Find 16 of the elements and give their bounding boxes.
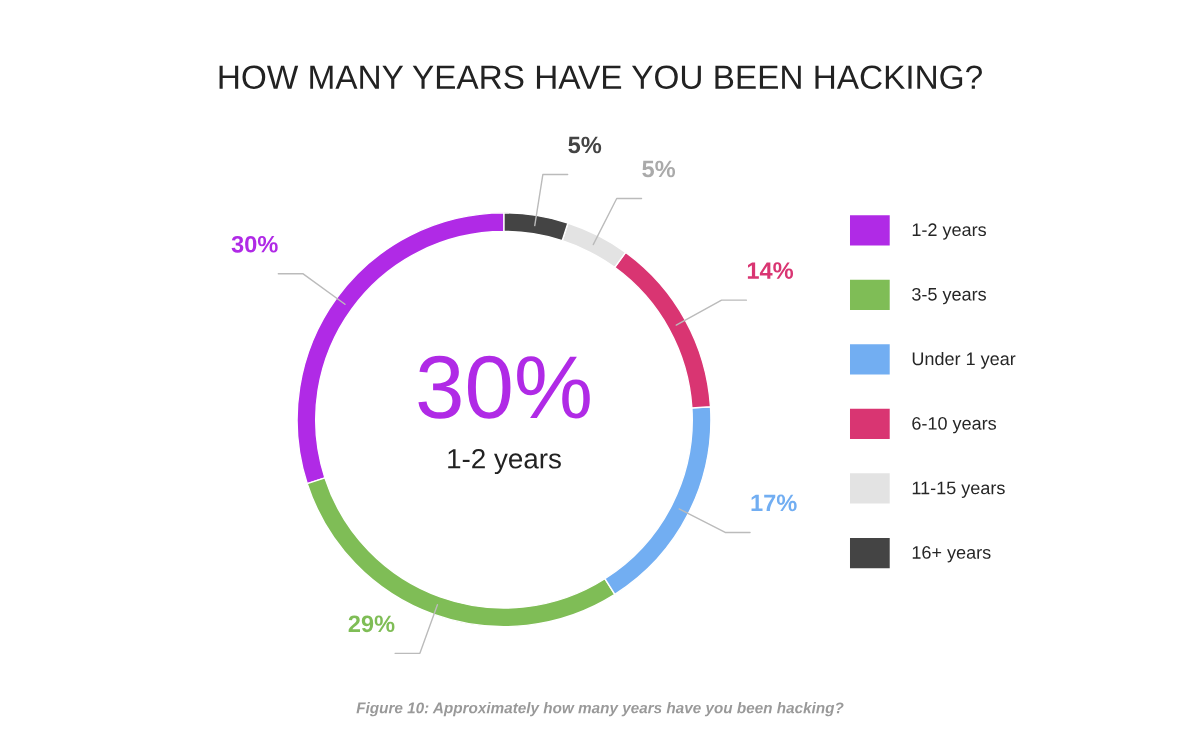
legend-label: 3-5 years	[912, 287, 986, 305]
data-label: 5%	[642, 160, 676, 178]
text: 1-2 years	[448, 448, 561, 475]
chart-title: HOW MANY YEARS HAVE YOU BEEN HACKING?	[219, 65, 982, 90]
text: 30%	[418, 355, 590, 419]
legend-label: 1-2 years	[912, 223, 986, 240]
data-label: 29%	[348, 615, 395, 633]
data-label: 5%	[568, 136, 602, 154]
legend-label: 6-10 years	[912, 416, 997, 434]
data-label: 30%	[231, 235, 278, 253]
legend-label: 16+ years	[912, 546, 991, 563]
legend-label: 11-15 years	[912, 481, 1005, 498]
caption: Figure 10: Approximately how many years have you been hacking?	[356, 702, 844, 717]
data-label: 17%	[751, 494, 797, 512]
legend-label: Under 1 year	[912, 351, 1016, 369]
data-label: 14%	[747, 262, 794, 279]
